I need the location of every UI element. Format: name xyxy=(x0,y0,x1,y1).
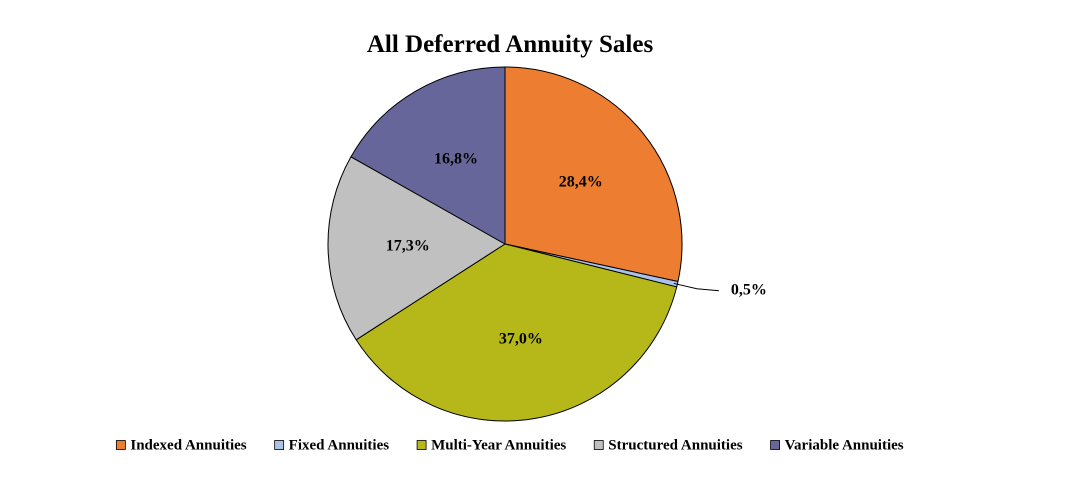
pie-slice-structured-annuities xyxy=(327,156,506,341)
pie-slices xyxy=(327,66,683,422)
legend-label-structured-annuities: Structured Annuities xyxy=(608,437,742,453)
legend-item-multi-year-annuities: Multi-Year Annuities xyxy=(416,437,566,453)
legend-label-variable-annuities: Variable Annuities xyxy=(785,437,904,453)
legend-swatch-fixed-annuities xyxy=(274,440,285,450)
chart-title: All Deferred Annuity Sales xyxy=(367,31,654,58)
legend-label-fixed-annuities: Fixed Annuities xyxy=(289,437,390,453)
legend-item-structured-annuities: Structured Annuities xyxy=(593,437,743,453)
legend-swatch-structured-annuities xyxy=(593,440,604,450)
legend-label-indexed-annuities: Indexed Annuities xyxy=(130,437,246,453)
legend-label-multi-year-annuities: Multi-Year Annuities xyxy=(431,437,566,453)
data-label-variable-annuities: 16,8% xyxy=(434,151,478,168)
data-label-multi-year-annuities: 37,0% xyxy=(499,331,543,348)
legend-swatch-indexed-annuities xyxy=(115,440,126,450)
pie-data-labels: 28,4% 0,5% 37,0% 17,3% 16,8% xyxy=(386,151,767,348)
legend-item-indexed-annuities: Indexed Annuities xyxy=(115,437,247,453)
data-label-indexed-annuities: 28,4% xyxy=(559,174,603,191)
legend-swatch-multi-year-annuities xyxy=(416,440,427,450)
pie-slice-variable-annuities xyxy=(350,66,506,245)
legend-item-fixed-annuities: Fixed Annuities xyxy=(274,437,390,453)
legend-swatch-variable-annuities xyxy=(770,440,780,450)
leader-line-fixed-annuities xyxy=(673,282,719,292)
legend-item-variable-annuities: Variable Annuities xyxy=(770,437,904,453)
pie-slice-indexed-annuities xyxy=(504,66,683,283)
data-label-fixed-annuities: 0,5% xyxy=(731,281,767,298)
data-label-structured-annuities: 17,3% xyxy=(386,237,430,254)
chart-legend: Indexed Annuities Fixed Annuities Multi-Ye… xyxy=(115,437,904,453)
